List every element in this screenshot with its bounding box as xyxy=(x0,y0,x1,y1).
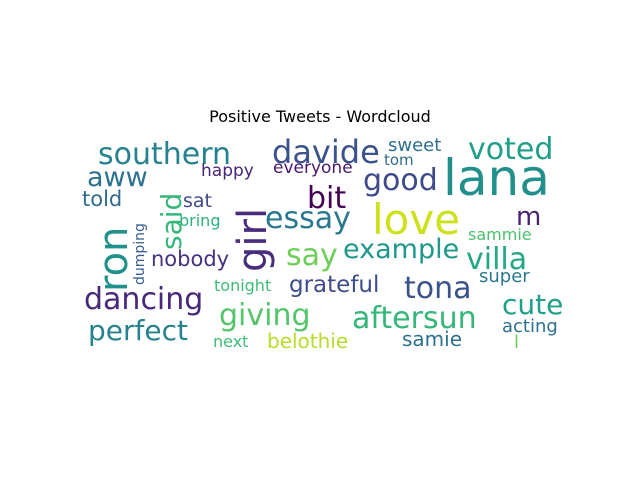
word-good: good xyxy=(363,163,438,198)
word-bring: bring xyxy=(179,211,220,230)
word-cute: cute xyxy=(502,288,563,321)
word-bit: bit xyxy=(307,181,346,216)
figure-title: Positive Tweets - Wordcloud xyxy=(209,107,431,126)
word-told: told xyxy=(82,187,122,211)
word-voted: voted xyxy=(468,132,553,167)
word-sammie: sammie xyxy=(468,225,532,244)
word-lana: lana xyxy=(443,149,550,207)
word-grateful: grateful xyxy=(289,272,379,298)
word-giving: giving xyxy=(219,298,311,333)
word-aww: aww xyxy=(87,162,148,193)
word-acting: acting xyxy=(502,316,558,337)
word-essay: essay xyxy=(265,201,351,236)
word-aftersun: aftersun xyxy=(352,301,477,336)
word-southern: southern xyxy=(98,137,231,172)
word-m: m xyxy=(516,202,541,232)
word-everyone: everyone xyxy=(273,158,353,178)
word-happy: happy xyxy=(201,161,254,181)
word-tom: tom xyxy=(384,151,414,169)
word-samie: samie xyxy=(402,327,462,351)
word-belothie: belothie xyxy=(267,329,348,353)
word-tonight: tonight xyxy=(214,276,271,295)
word-villa: villa xyxy=(466,242,527,277)
word-dumping: dumping xyxy=(132,223,148,285)
word-ron: ron xyxy=(91,227,137,292)
word-dancing: dancing xyxy=(84,282,203,317)
word-tona: tona xyxy=(404,271,472,306)
word-love: love xyxy=(372,195,460,244)
word-super: super xyxy=(479,266,530,287)
word-say: say xyxy=(286,238,338,273)
word-nobody: nobody xyxy=(151,247,229,271)
word-next: next xyxy=(213,332,248,351)
word-sweet: sweet xyxy=(388,135,441,156)
word-example: example xyxy=(343,234,459,265)
word-davide: davide xyxy=(272,133,380,171)
word-sat: sat xyxy=(183,190,212,212)
word-girl: girl xyxy=(230,208,276,272)
word-said: said xyxy=(155,193,188,250)
word-perfect: perfect xyxy=(88,314,188,347)
word-l: l xyxy=(514,332,519,353)
